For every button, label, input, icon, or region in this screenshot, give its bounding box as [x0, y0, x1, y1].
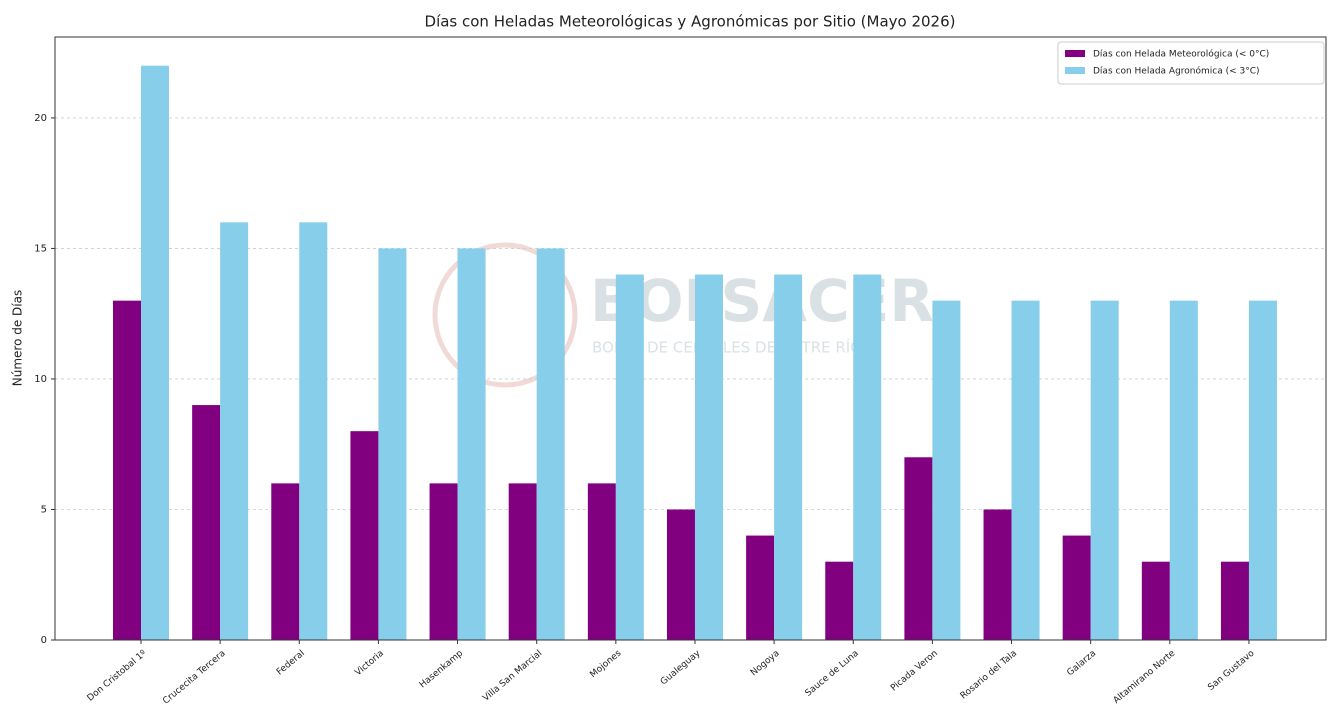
x-tick-label: Altamirano Norte: [1112, 648, 1178, 706]
bar: [615, 274, 644, 640]
x-tick-label: Crucecita Tercera: [161, 649, 227, 707]
bar: [1169, 300, 1198, 640]
bar: [1011, 300, 1040, 640]
legend-swatch: [1065, 67, 1085, 74]
bar: [1141, 561, 1170, 640]
x-tick-label: Federal: [275, 649, 307, 678]
x-tick-label: Don Cristobal 1º: [86, 649, 149, 704]
legend-swatch: [1065, 50, 1085, 57]
bar: [457, 248, 486, 640]
x-tick-label: Sauce de Luna: [804, 649, 861, 699]
y-tick-label: 0: [41, 635, 47, 646]
bar: [271, 483, 300, 640]
x-tick-label: Picada Veron: [889, 649, 940, 694]
bar: [1220, 561, 1249, 640]
x-tick-label: Nogoya: [749, 649, 782, 679]
y-axis-label: Número de Días: [11, 290, 25, 386]
bar: [350, 431, 379, 640]
x-tick-label: Galarza: [1065, 649, 1098, 679]
bar: [378, 248, 407, 640]
plot-frame: [54, 36, 1327, 641]
x-tick-label: Mojones: [588, 648, 623, 680]
y-tick-label: 15: [34, 243, 47, 254]
x-tick-label: Rosario del Tala: [959, 649, 1019, 702]
bar: [825, 561, 854, 640]
bar: [853, 274, 882, 640]
x-tick-label: Gualeguay: [659, 648, 703, 687]
bar: [508, 483, 537, 640]
x-tick-label: San Gustavo: [1206, 648, 1256, 693]
y-tick-label: 20: [34, 113, 47, 124]
legend-label: Días con Helada Meteorológica (< 0°C): [1093, 49, 1269, 60]
x-tick-label: Hasenkamp: [418, 648, 465, 690]
bar: [220, 222, 249, 641]
bar: [192, 405, 221, 640]
bar: [666, 509, 695, 640]
bar: [299, 222, 328, 641]
y-tick-label: 5: [41, 504, 47, 515]
bar: [932, 300, 961, 640]
bar: [536, 248, 565, 640]
bar: [429, 483, 458, 640]
bar: [746, 535, 775, 640]
bar: [774, 274, 803, 640]
bar: [1062, 535, 1091, 640]
legend: Días con Helada Meteorológica (< 0°C) Día…: [1057, 41, 1325, 85]
watermark-logo: [432, 242, 578, 388]
bar: [904, 457, 933, 640]
bar: [983, 509, 1012, 640]
bar: [1248, 300, 1277, 640]
y-tick-label: 10: [34, 374, 47, 385]
x-tick-label: Villa San Marcial: [481, 649, 544, 704]
bar: [587, 483, 616, 640]
bar: [141, 65, 169, 640]
bar: [113, 300, 141, 640]
bar: [694, 274, 723, 640]
legend-frame: [1057, 41, 1325, 85]
bar: [1090, 300, 1119, 640]
chart-title: Días con Heladas Meteorológicas y Agronó…: [425, 13, 956, 31]
x-tick-label: Victoria: [353, 649, 386, 679]
legend-label: Días con Helada Agronómica (< 3°C): [1093, 66, 1260, 77]
